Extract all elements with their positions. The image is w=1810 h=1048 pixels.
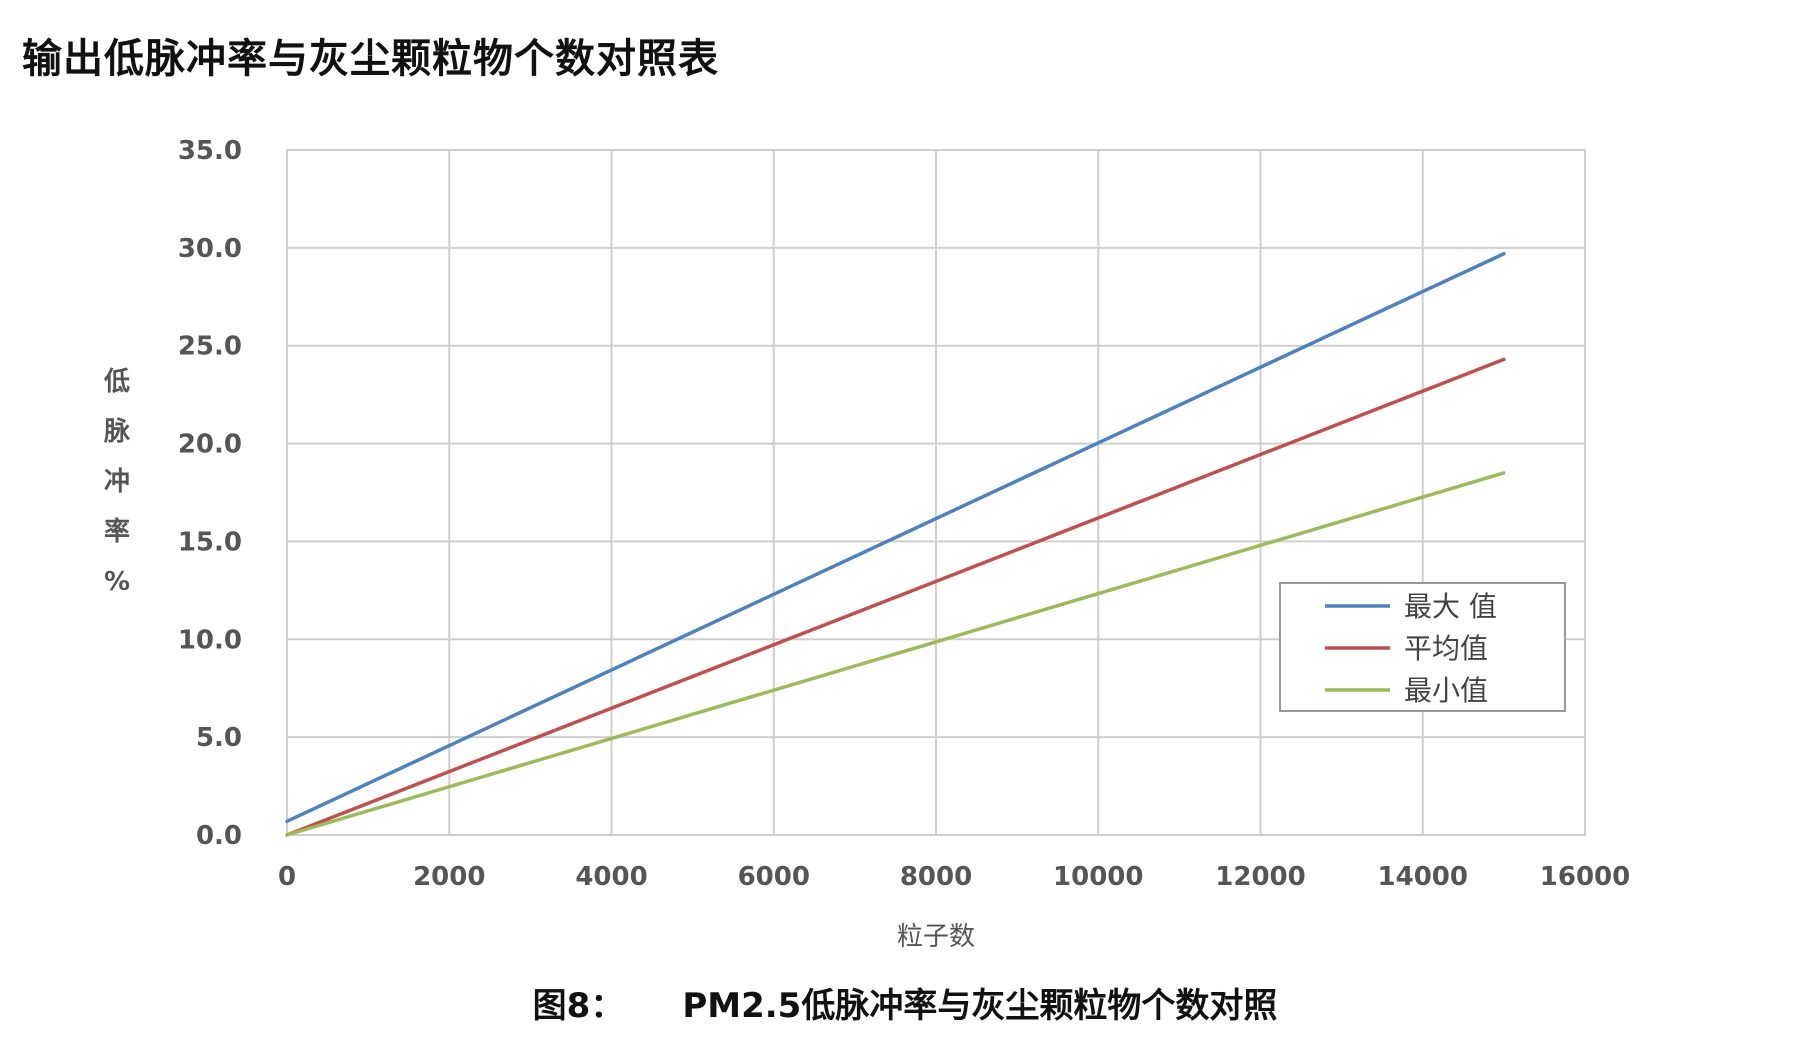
y-tick-label: 0.0 (196, 821, 242, 851)
x-tick-label: 0 (278, 862, 296, 892)
line-chart: 0 2000 4000 6000 8000 10000 12000 14000 16000 0.0… (103, 136, 1630, 952)
figure-caption-text: PM2.5低脉冲率与灰尘颗粒物个数对照 (682, 986, 1278, 1026)
series-line (285, 251, 1506, 824)
page-title: 输出低脉冲率与灰尘颗粒物个数对照表 (22, 36, 719, 82)
series-line (285, 357, 1506, 837)
y-tick-label: 35.0 (178, 136, 242, 166)
x-axis-label: 粒子数 (897, 922, 975, 952)
y-axis-label-char: 低 (103, 367, 130, 397)
y-tick-label: 5.0 (196, 723, 242, 753)
x-tick-label: 8000 (900, 862, 972, 892)
x-tick-label: 12000 (1215, 862, 1305, 892)
y-axis-label-char: % (104, 567, 130, 597)
legend-label: 平均值 (1404, 632, 1488, 665)
y-axis-label-char: 率 (104, 516, 130, 547)
y-tick-label: 20.0 (178, 430, 242, 460)
x-tick-label: 14000 (1378, 862, 1468, 892)
chart-grid (286, 149, 1586, 836)
x-tick-label: 4000 (575, 862, 647, 892)
y-axis-label: 低脉冲率% (103, 367, 131, 597)
series-line (285, 471, 1506, 837)
legend-label: 最小值 (1404, 674, 1488, 707)
x-tick-label: 16000 (1540, 862, 1630, 892)
chart-axes: 0 2000 4000 6000 8000 10000 12000 14000 16000 0.0… (178, 136, 1630, 892)
figure-caption-label: 图8： (532, 986, 625, 1026)
y-tick-label: 15.0 (178, 527, 242, 557)
y-tick-label: 10.0 (178, 625, 242, 655)
figure-caption: 图8： PM2.5低脉冲率与灰尘颗粒物个数对照 (0, 978, 1810, 1027)
x-tick-label: 6000 (738, 862, 810, 892)
chart-series (285, 251, 1506, 837)
x-tick-label: 2000 (413, 862, 485, 892)
y-tick-label: 30.0 (178, 234, 242, 264)
x-tick-label: 10000 (1053, 862, 1143, 892)
y-axis-label-char: 冲 (104, 467, 130, 497)
y-axis-label-char: 脉 (104, 417, 131, 447)
legend-label: 最大 值 (1404, 590, 1497, 623)
y-tick-label: 25.0 (178, 332, 242, 362)
